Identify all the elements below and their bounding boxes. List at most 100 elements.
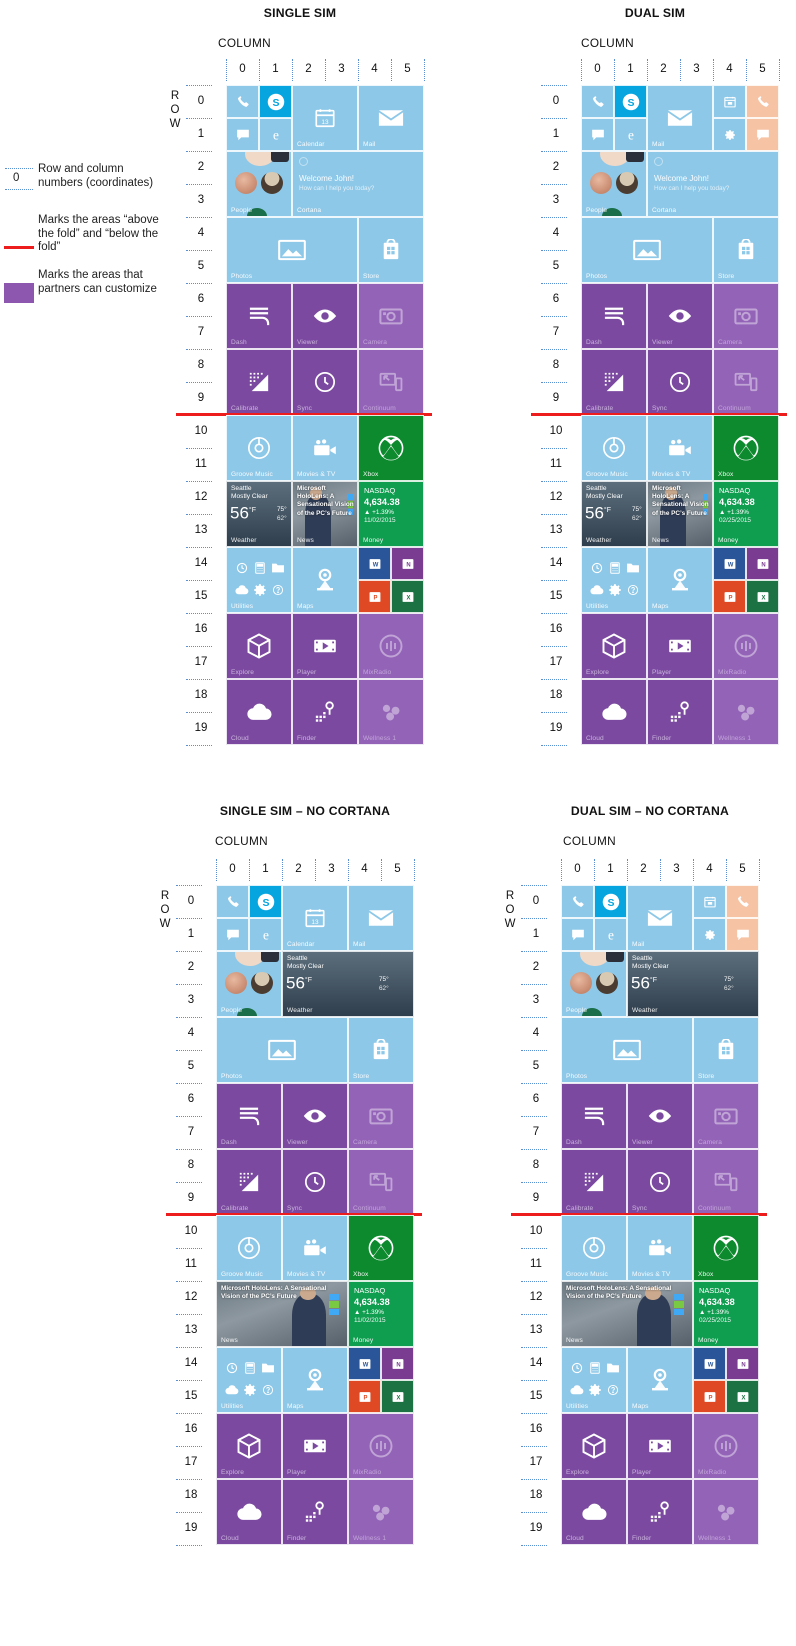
tile-cloud[interactable]: Cloud xyxy=(561,1479,627,1545)
tile-people[interactable]: People xyxy=(226,151,292,217)
tile-powerpoint[interactable]: P xyxy=(713,580,746,613)
tile-xbox[interactable]: Xbox xyxy=(713,415,779,481)
tile-utilities[interactable]: Utilities xyxy=(226,547,292,613)
tile-edge[interactable]: e xyxy=(614,118,647,151)
tile-skype[interactable]: S xyxy=(614,85,647,118)
tile-money[interactable]: NASDAQ 4,634.38 ▲ +1.39% 02/25/2015 Money xyxy=(713,481,779,547)
tile-continuum[interactable]: Continuum xyxy=(693,1149,759,1215)
tile-news[interactable]: Microsoft HoloLens: A Sensational Vision… xyxy=(216,1281,348,1347)
tile-excel[interactable]: X xyxy=(391,580,424,613)
tile-calibrate[interactable]: Calibrate xyxy=(581,349,647,415)
tile-mixradio[interactable]: MixRadio xyxy=(358,613,424,679)
tile-viewer[interactable]: Viewer xyxy=(292,283,358,349)
tile-store[interactable]: Store xyxy=(713,217,779,283)
tile-sim2-phone[interactable] xyxy=(726,885,759,918)
tile-people[interactable]: People xyxy=(216,951,282,1017)
tile-sim2-phone[interactable] xyxy=(746,85,779,118)
tile-mail[interactable]: Mail xyxy=(348,885,414,951)
tile-store[interactable]: Store xyxy=(693,1017,759,1083)
tile-cortana[interactable]: Welcome John! How can I help you today? C… xyxy=(292,151,424,217)
tile-news[interactable]: Microsoft HoloLens: A Sensational Vision… xyxy=(561,1281,693,1347)
tile-finder[interactable]: Finder xyxy=(627,1479,693,1545)
tile-word[interactable]: W xyxy=(713,547,746,580)
tile-store[interactable]: Store xyxy=(348,1017,414,1083)
tile-money[interactable]: NASDAQ 4,634.38 ▲ +1.39% 11/02/2015 Money xyxy=(348,1281,414,1347)
tile-word[interactable]: W xyxy=(348,1347,381,1380)
tile-mixradio[interactable]: MixRadio xyxy=(713,613,779,679)
tile-news[interactable]: Microsoft HoloLens: A Sensational Vision… xyxy=(292,481,358,547)
tile-calendar[interactable] xyxy=(693,885,726,918)
tile-word[interactable]: W xyxy=(693,1347,726,1380)
tile-cloud[interactable]: Cloud xyxy=(226,679,292,745)
tile-phone[interactable] xyxy=(581,85,614,118)
tile-weather[interactable]: Seattle Mostly Clear 56°F 75° 62° Weather xyxy=(226,481,292,547)
tile-powerpoint[interactable]: P xyxy=(693,1380,726,1413)
tile-xbox[interactable]: Xbox xyxy=(693,1215,759,1281)
tile-dash[interactable]: Dash xyxy=(216,1083,282,1149)
tile-phone[interactable] xyxy=(226,85,259,118)
tile-money[interactable]: NASDAQ 4,634.38 ▲ +1.39% 11/02/2015 Money xyxy=(358,481,424,547)
tile-movies-tv[interactable]: Movies & TV xyxy=(647,415,713,481)
tile-sync[interactable]: Sync xyxy=(647,349,713,415)
tile-viewer[interactable]: Viewer xyxy=(282,1083,348,1149)
tile-edge[interactable]: e xyxy=(249,918,282,951)
tile-sync[interactable]: Sync xyxy=(292,349,358,415)
tile-excel[interactable]: X xyxy=(746,580,779,613)
tile-player[interactable]: Player xyxy=(647,613,713,679)
tile-photos[interactable]: Photos xyxy=(561,1017,693,1083)
tile-finder[interactable]: Finder xyxy=(647,679,713,745)
tile-maps[interactable]: Maps xyxy=(647,547,713,613)
tile-continuum[interactable]: Continuum xyxy=(713,349,779,415)
tile-people[interactable]: People xyxy=(581,151,647,217)
tile-utilities[interactable]: Utilities xyxy=(216,1347,282,1413)
tile-sim2-messaging[interactable] xyxy=(726,918,759,951)
tile-cloud[interactable]: Cloud xyxy=(581,679,647,745)
tile-finder[interactable]: Finder xyxy=(292,679,358,745)
tile-calendar[interactable] xyxy=(713,85,746,118)
tile-continuum[interactable]: Continuum xyxy=(358,349,424,415)
tile-player[interactable]: Player xyxy=(292,613,358,679)
tile-people[interactable]: People xyxy=(561,951,627,1017)
tile-groove-music[interactable]: Groove Music xyxy=(216,1215,282,1281)
tile-player[interactable]: Player xyxy=(627,1413,693,1479)
tile-explore[interactable]: Explore xyxy=(581,613,647,679)
tile-groove-music[interactable]: Groove Music xyxy=(581,415,647,481)
tile-onenote[interactable]: N xyxy=(391,547,424,580)
tile-settings[interactable] xyxy=(693,918,726,951)
tile-utilities[interactable]: Utilities xyxy=(581,547,647,613)
tile-partner-app[interactable]: Wellness 1 xyxy=(358,679,424,745)
tile-money[interactable]: NASDAQ 4,634.38 ▲ +1.39% 02/25/2015 Money xyxy=(693,1281,759,1347)
tile-mixradio[interactable]: MixRadio xyxy=(693,1413,759,1479)
tile-edge[interactable]: e xyxy=(259,118,292,151)
tile-partner-app[interactable]: Wellness 1 xyxy=(693,1479,759,1545)
tile-camera[interactable]: Camera xyxy=(693,1083,759,1149)
tile-continuum[interactable]: Continuum xyxy=(348,1149,414,1215)
tile-mail[interactable]: Mail xyxy=(358,85,424,151)
tile-sim2-messaging[interactable] xyxy=(746,118,779,151)
tile-dash[interactable]: Dash xyxy=(561,1083,627,1149)
tile-store[interactable]: Store xyxy=(358,217,424,283)
tile-movies-tv[interactable]: Movies & TV xyxy=(292,415,358,481)
tile-sync[interactable]: Sync xyxy=(627,1149,693,1215)
tile-explore[interactable]: Explore xyxy=(561,1413,627,1479)
tile-xbox[interactable]: Xbox xyxy=(348,1215,414,1281)
tile-cortana[interactable]: Welcome John! How can I help you today? C… xyxy=(647,151,779,217)
tile-messaging[interactable] xyxy=(226,118,259,151)
tile-finder[interactable]: Finder xyxy=(282,1479,348,1545)
tile-camera[interactable]: Camera xyxy=(348,1083,414,1149)
tile-partner-app[interactable]: Wellness 1 xyxy=(713,679,779,745)
tile-powerpoint[interactable]: P xyxy=(358,580,391,613)
tile-news[interactable]: Microsoft HoloLens: A Sensational Vision… xyxy=(647,481,713,547)
tile-mixradio[interactable]: MixRadio xyxy=(348,1413,414,1479)
tile-maps[interactable]: Maps xyxy=(627,1347,693,1413)
tile-utilities[interactable]: Utilities xyxy=(561,1347,627,1413)
tile-onenote[interactable]: N xyxy=(746,547,779,580)
tile-edge[interactable]: e xyxy=(594,918,627,951)
tile-photos[interactable]: Photos xyxy=(581,217,713,283)
tile-excel[interactable]: X xyxy=(381,1380,414,1413)
tile-viewer[interactable]: Viewer xyxy=(627,1083,693,1149)
tile-powerpoint[interactable]: P xyxy=(348,1380,381,1413)
tile-sync[interactable]: Sync xyxy=(282,1149,348,1215)
